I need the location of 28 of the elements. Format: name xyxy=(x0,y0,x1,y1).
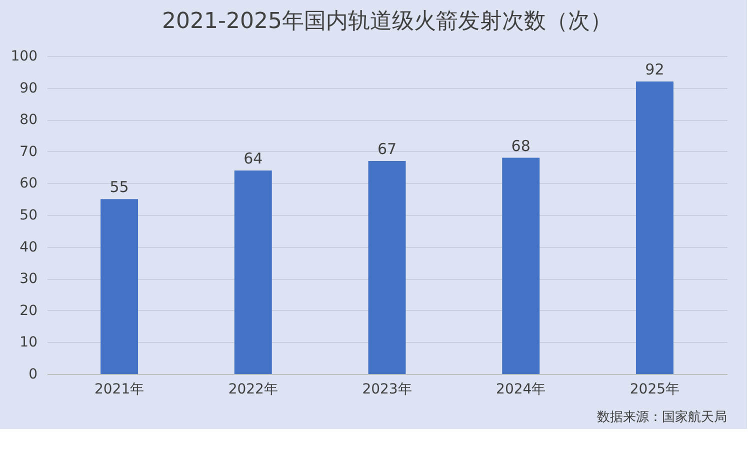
y-tick-label: 40 xyxy=(20,239,38,256)
y-tick-label: 0 xyxy=(28,366,38,382)
data-label: 64 xyxy=(244,149,263,168)
y-tick-label: 20 xyxy=(20,302,38,319)
data-label: 67 xyxy=(377,140,397,158)
chart-title: 2021-2025年国内轨道级火箭发射次数（次） xyxy=(162,9,612,34)
y-tick-label: 100 xyxy=(10,48,38,64)
y-tick-label: 90 xyxy=(20,80,38,96)
bar xyxy=(502,158,540,374)
y-tick-label: 50 xyxy=(20,208,38,224)
y-tick-label: 70 xyxy=(20,144,38,160)
bar xyxy=(368,160,406,374)
x-tick-label: 2021年 xyxy=(94,382,144,398)
x-tick-label: 2023年 xyxy=(362,382,412,398)
data-label: 55 xyxy=(110,178,129,196)
x-tick-label: 2022年 xyxy=(228,382,278,398)
source-note: 数据来源：国家航天局 xyxy=(597,409,727,425)
data-label: 68 xyxy=(511,136,530,155)
y-tick-label: 30 xyxy=(20,271,38,288)
y-tick-label: 10 xyxy=(20,334,38,351)
y-tick-label: 60 xyxy=(20,176,38,192)
x-tick-label: 2025年 xyxy=(630,382,680,398)
bar xyxy=(636,81,674,374)
data-label: 92 xyxy=(645,60,664,78)
y-tick-label: 80 xyxy=(20,112,38,128)
bar xyxy=(234,170,272,374)
bar xyxy=(100,199,138,374)
x-tick-label: 2024年 xyxy=(496,382,546,398)
